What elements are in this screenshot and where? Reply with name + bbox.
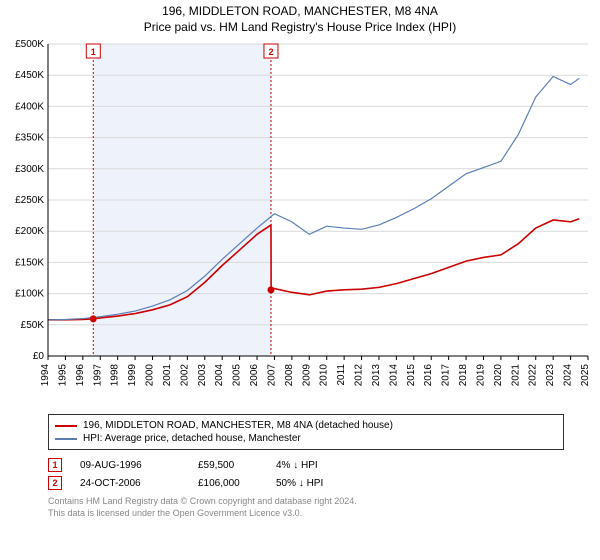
svg-text:2: 2 (268, 47, 273, 57)
sale-marker: 2 (48, 476, 62, 490)
svg-text:2009: 2009 (301, 364, 312, 387)
svg-text:£500K: £500K (15, 39, 44, 50)
legend-swatch (55, 438, 77, 440)
svg-text:£100K: £100K (15, 289, 44, 300)
svg-text:2018: 2018 (458, 364, 469, 387)
svg-text:£400K: £400K (15, 101, 44, 112)
sale-hpi-delta: 50% ↓ HPI (276, 478, 323, 489)
svg-text:£350K: £350K (15, 133, 44, 144)
svg-text:2013: 2013 (371, 364, 382, 387)
svg-text:2021: 2021 (510, 364, 521, 387)
svg-text:2011: 2011 (336, 364, 347, 386)
legend-item: HPI: Average price, detached house, Manc… (55, 432, 557, 445)
svg-text:1994: 1994 (40, 364, 51, 387)
sale-date: 09-AUG-1996 (80, 460, 180, 471)
legend-swatch (55, 425, 77, 427)
sale-row: 2 24-OCT-2006 £106,000 50% ↓ HPI (0, 472, 600, 490)
svg-text:1996: 1996 (75, 364, 86, 387)
license-line-2: This data is licensed under the Open Gov… (48, 508, 600, 520)
svg-text:2024: 2024 (563, 364, 574, 387)
svg-text:£50K: £50K (21, 320, 45, 331)
svg-text:2025: 2025 (580, 364, 591, 387)
price-chart: £0 £50K £100K £150K £200K £250K £300K £350K £400… (0, 38, 600, 408)
svg-text:2019: 2019 (475, 364, 486, 387)
sale-price: £59,500 (198, 460, 258, 471)
legend-item: 196, MIDDLETON ROAD, MANCHESTER, M8 4NA … (55, 419, 557, 432)
svg-text:£200K: £200K (15, 226, 44, 237)
svg-text:1997: 1997 (92, 364, 103, 387)
sale-row: 1 09-AUG-1996 £59,500 4% ↓ HPI (0, 454, 600, 472)
svg-text:2002: 2002 (179, 364, 190, 387)
legend-label: 196, MIDDLETON ROAD, MANCHESTER, M8 4NA … (83, 420, 393, 431)
svg-text:£0: £0 (33, 351, 45, 362)
svg-text:2005: 2005 (232, 364, 243, 387)
svg-text:2023: 2023 (545, 364, 556, 387)
svg-text:2000: 2000 (145, 364, 156, 387)
svg-text:2001: 2001 (162, 364, 173, 387)
sale-marker: 1 (48, 458, 62, 472)
license-text: Contains HM Land Registry data © Crown c… (0, 490, 600, 519)
svg-text:2006: 2006 (249, 364, 260, 387)
svg-text:1999: 1999 (127, 364, 138, 387)
chart-svg: £0 £50K £100K £150K £200K £250K £300K £350K £400… (0, 38, 600, 408)
svg-text:£250K: £250K (15, 195, 44, 206)
svg-text:1998: 1998 (110, 364, 121, 387)
svg-text:2015: 2015 (406, 364, 417, 387)
svg-text:2003: 2003 (197, 364, 208, 387)
chart-title-line1: 196, MIDDLETON ROAD, MANCHESTER, M8 4NA (0, 0, 600, 18)
svg-text:1: 1 (91, 47, 96, 57)
svg-text:2022: 2022 (528, 364, 539, 387)
license-line-1: Contains HM Land Registry data © Crown c… (48, 496, 600, 508)
svg-text:2014: 2014 (388, 364, 399, 387)
svg-text:2012: 2012 (354, 364, 365, 387)
legend: 196, MIDDLETON ROAD, MANCHESTER, M8 4NA … (48, 414, 564, 450)
sale-price: £106,000 (198, 478, 258, 489)
svg-text:2008: 2008 (284, 364, 295, 387)
chart-title-line2: Price paid vs. HM Land Registry's House … (0, 18, 600, 38)
sale-date: 24-OCT-2006 (80, 478, 180, 489)
sale-hpi-delta: 4% ↓ HPI (276, 460, 318, 471)
svg-text:£150K: £150K (15, 257, 44, 268)
svg-text:2007: 2007 (266, 364, 277, 387)
svg-text:2010: 2010 (319, 364, 330, 387)
legend-label: HPI: Average price, detached house, Manc… (83, 433, 301, 444)
svg-text:2004: 2004 (214, 364, 225, 387)
svg-text:2016: 2016 (423, 364, 434, 387)
svg-text:1995: 1995 (57, 364, 68, 387)
svg-text:2017: 2017 (441, 364, 452, 387)
svg-text:£300K: £300K (15, 164, 44, 175)
svg-text:£450K: £450K (15, 70, 44, 81)
svg-text:2020: 2020 (493, 364, 504, 387)
